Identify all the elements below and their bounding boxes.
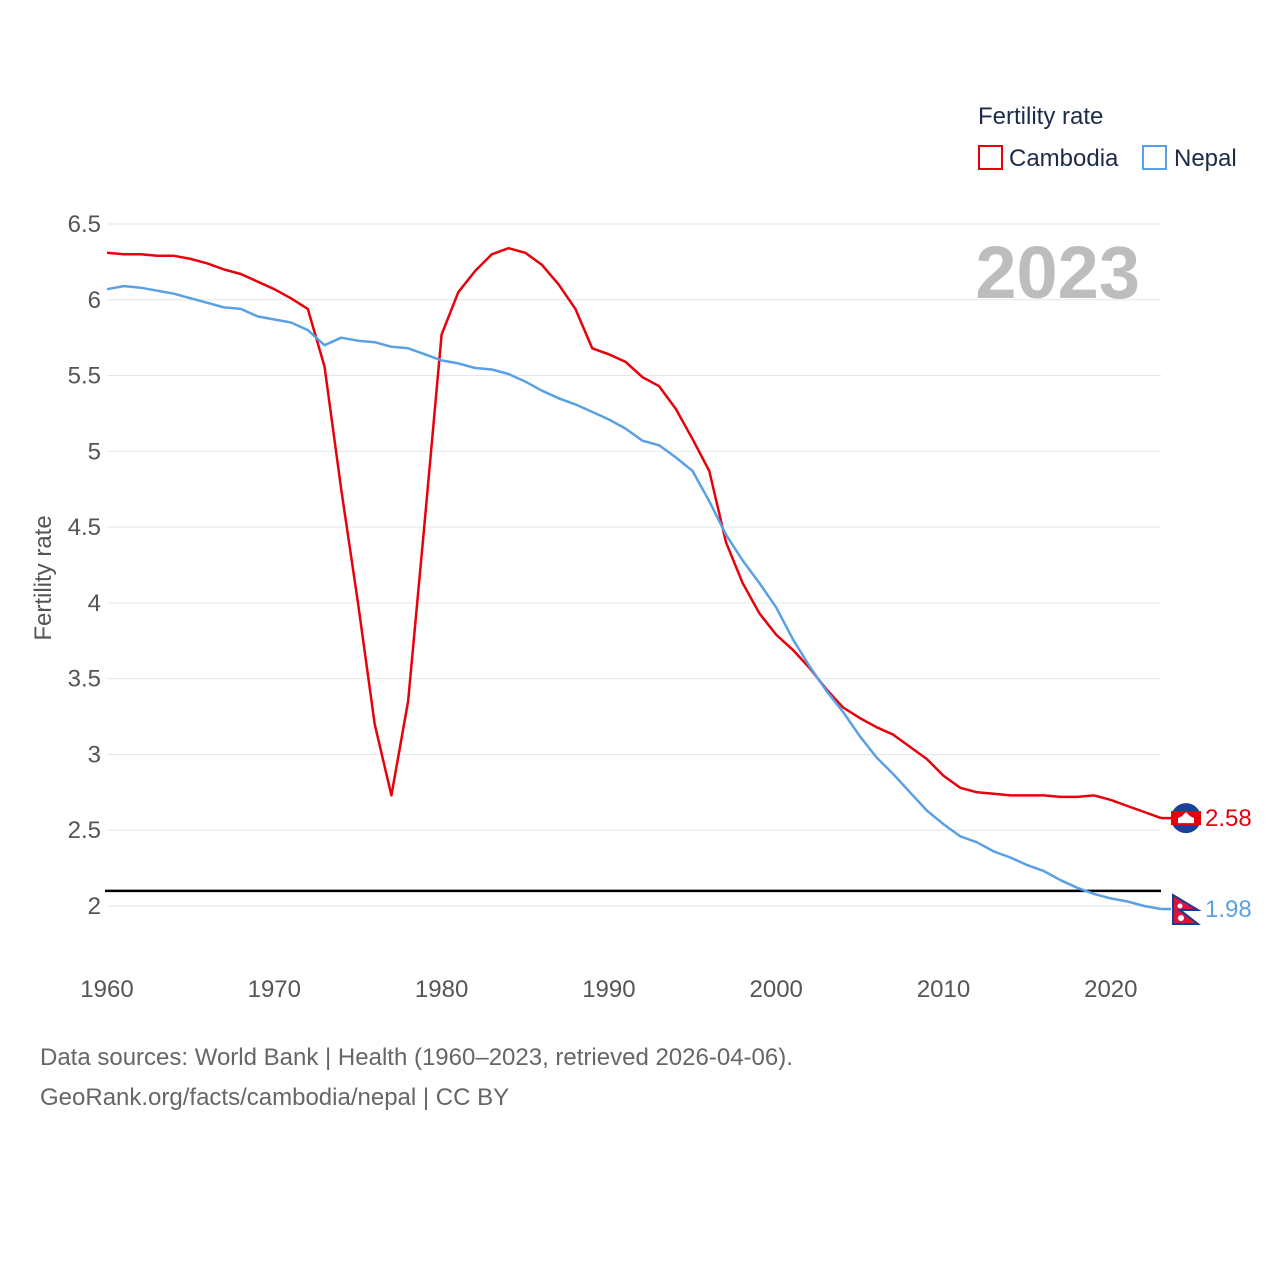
y-tick-label: 2 bbox=[88, 893, 101, 920]
y-tick-label: 4 bbox=[88, 590, 101, 617]
legend-label-nepal[interactable]: Nepal bbox=[1174, 145, 1237, 172]
series-lines bbox=[106, 246, 1162, 911]
y-tick-label: 6 bbox=[88, 287, 101, 314]
y-tick-label: 6.5 bbox=[68, 211, 101, 238]
x-tick-label: 2020 bbox=[1084, 976, 1137, 1003]
legend-title: Fertility rate bbox=[978, 103, 1103, 130]
legend: Fertility rate Cambodia Nepal bbox=[978, 103, 1237, 172]
end-value-label-cambodia: 2.58 bbox=[1205, 805, 1252, 832]
y-axis-ticks: 2 2.5 3 3.5 4 4.5 5 5.5 6 6.5 bbox=[68, 211, 101, 920]
x-tick-label: 1970 bbox=[248, 976, 301, 1003]
y-tick-label: 5 bbox=[88, 438, 101, 465]
legend-swatch-nepal[interactable] bbox=[1142, 145, 1167, 170]
legend-swatch-cambodia[interactable] bbox=[978, 145, 1003, 170]
y-axis-title: Fertility rate bbox=[30, 515, 57, 640]
y-tick-label: 3.5 bbox=[68, 666, 101, 693]
y-tick-label: 3 bbox=[88, 741, 101, 768]
cambodia-flag-icon bbox=[1171, 803, 1201, 834]
x-tick-label: 2000 bbox=[750, 976, 803, 1003]
nepal-flag-icon bbox=[1171, 893, 1202, 926]
end-value-label-nepal: 1.98 bbox=[1205, 896, 1252, 923]
x-tick-label: 1990 bbox=[582, 976, 635, 1003]
x-tick-label: 2010 bbox=[917, 976, 970, 1003]
gridlines bbox=[107, 223, 1161, 907]
y-tick-label: 4.5 bbox=[68, 514, 101, 541]
y-tick-label: 5.5 bbox=[68, 363, 101, 390]
credit-line[interactable]: GeoRank.org/facts/cambodia/nepal | CC BY bbox=[40, 1084, 510, 1111]
series-line-nepal[interactable] bbox=[106, 284, 1162, 911]
year-watermark: 2023 bbox=[975, 231, 1140, 314]
x-tick-label: 1980 bbox=[415, 976, 468, 1003]
end-markers: 2.58 1.98 bbox=[1161, 803, 1252, 926]
x-axis-ticks: 1960 1970 1980 1990 2000 2010 2020 bbox=[80, 976, 1137, 1003]
legend-label-cambodia[interactable]: Cambodia bbox=[1009, 145, 1119, 172]
y-tick-label: 2.5 bbox=[68, 817, 101, 844]
data-sources-note: Data sources: World Bank | Health (1960–… bbox=[40, 1044, 793, 1071]
x-tick-label: 1960 bbox=[80, 976, 133, 1003]
series-line-cambodia[interactable] bbox=[106, 246, 1162, 820]
